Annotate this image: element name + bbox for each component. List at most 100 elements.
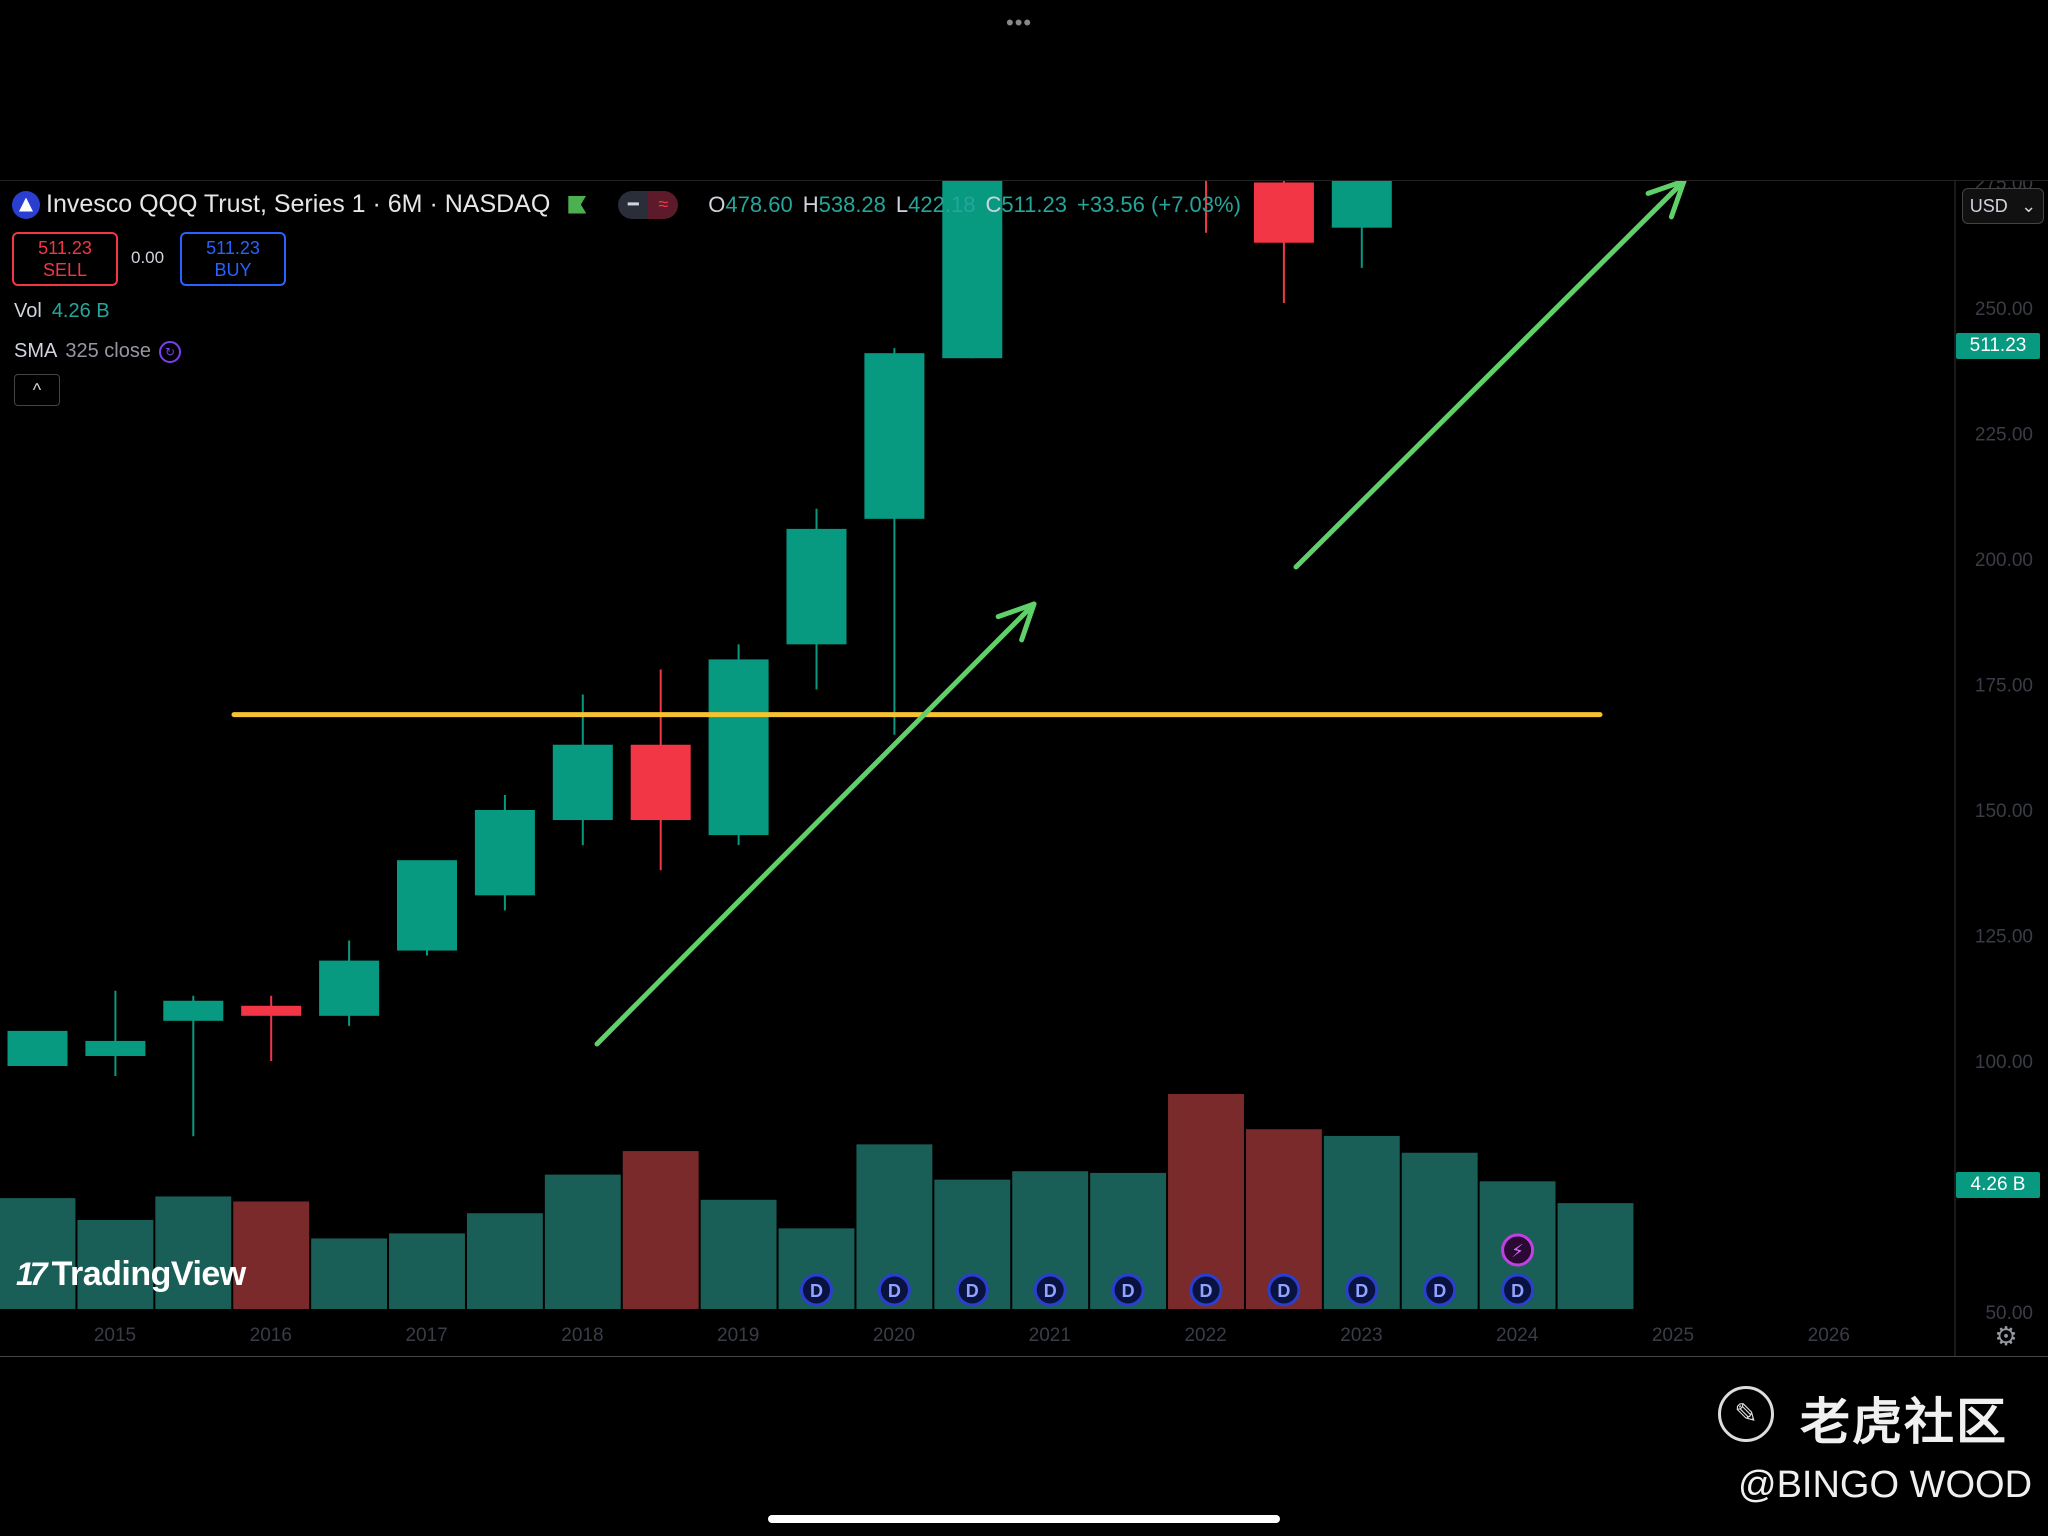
x-tick-label: 2021 bbox=[1029, 1325, 1071, 1346]
dividend-icon bbox=[1501, 1273, 1535, 1307]
y-tick-label: 250.00 bbox=[1975, 299, 2033, 320]
indicator-toggle[interactable]: ━ ≈ bbox=[618, 190, 679, 219]
sma-params: 325 close bbox=[65, 340, 151, 362]
candle bbox=[864, 348, 925, 735]
candle-body bbox=[786, 528, 847, 645]
gear-icon[interactable]: ⚙ bbox=[1994, 1321, 2018, 1351]
volume-bar bbox=[155, 1196, 232, 1309]
candle-body bbox=[864, 353, 925, 519]
currency-label: USD bbox=[1969, 195, 2008, 216]
sma-legend[interactable]: SMA 325 close ↻ bbox=[14, 340, 181, 363]
candle bbox=[630, 669, 691, 871]
window-menu-dots[interactable]: ••• bbox=[1006, 10, 1033, 35]
dividend-label: D bbox=[1511, 1281, 1524, 1301]
tradingview-logo[interactable]: 17 TradingView bbox=[16, 1255, 246, 1294]
candle bbox=[786, 508, 847, 690]
candle-body bbox=[1253, 182, 1314, 243]
x-tick-label: 2015 bbox=[94, 1325, 136, 1346]
candlestick-chart[interactable]: 50.0075.00100.00125.00150.00175.00200.00… bbox=[0, 181, 2048, 1356]
lightning-icon bbox=[1501, 1233, 1535, 1267]
sell-price: 511.23 bbox=[38, 238, 92, 258]
dividend-icon bbox=[1189, 1273, 1223, 1307]
x-tick-label: 2017 bbox=[405, 1325, 447, 1346]
candle-body bbox=[397, 860, 457, 951]
candle bbox=[163, 995, 224, 1137]
wave-icon[interactable]: ≈ bbox=[648, 190, 679, 219]
candle bbox=[1253, 181, 1314, 303]
x-tick-label: 2019 bbox=[717, 1325, 759, 1346]
y-tick-label: 225.00 bbox=[1975, 425, 2033, 446]
tiger-community-logo-icon: ✎ bbox=[1718, 1386, 1774, 1442]
dividend-icon bbox=[1267, 1273, 1301, 1307]
y-tick-label: 100.00 bbox=[1975, 1052, 2033, 1073]
volume-label: Vol bbox=[14, 300, 42, 322]
dividend-label: D bbox=[1122, 1281, 1135, 1301]
sell-label: SELL bbox=[42, 260, 88, 280]
currency-select[interactable]: USD ⌄ bbox=[1962, 188, 2044, 224]
candle bbox=[942, 181, 1003, 359]
dividend-label: D bbox=[966, 1281, 979, 1301]
watermark-author: @BINGO WOOD bbox=[1738, 1464, 2033, 1506]
dividend-icon bbox=[1033, 1273, 1067, 1307]
buy-label: BUY bbox=[214, 260, 252, 280]
volume-legend[interactable]: Vol 4.26 B bbox=[14, 300, 110, 323]
arrow-shaft bbox=[594, 601, 1037, 1047]
hide-icon[interactable]: ━ bbox=[618, 190, 649, 219]
dividend-label: D bbox=[888, 1281, 901, 1301]
ohlc-values: O478.60 H538.28 L422.18 C511.23 +33.56 (… bbox=[708, 191, 1241, 217]
candle bbox=[241, 995, 302, 1061]
home-indicator[interactable] bbox=[768, 1515, 1280, 1523]
volume-price-label: 4.26 B bbox=[1956, 1172, 2040, 1198]
volume-bar bbox=[1557, 1203, 1634, 1309]
volume-bar bbox=[311, 1238, 388, 1309]
dividend-icon bbox=[955, 1273, 989, 1307]
x-tick-label: 2024 bbox=[1496, 1325, 1539, 1346]
volume-bar bbox=[77, 1219, 154, 1309]
x-tick-label: 2018 bbox=[561, 1325, 603, 1346]
buy-button[interactable]: 511.23 BUY bbox=[180, 232, 286, 286]
collapse-legend-button[interactable]: ^ bbox=[14, 374, 60, 406]
flag-icon[interactable] bbox=[568, 195, 587, 214]
candle-body bbox=[708, 659, 769, 836]
volume-bar bbox=[233, 1201, 310, 1309]
last-price-label: 511.23 bbox=[1956, 333, 2040, 359]
symbol-logo-icon bbox=[12, 190, 40, 219]
buy-price: 511.23 bbox=[206, 238, 260, 258]
chart-area[interactable]: 50.0075.00100.00125.00150.00175.00200.00… bbox=[0, 180, 2048, 1357]
x-tick-label: 2026 bbox=[1808, 1325, 1850, 1346]
candle bbox=[7, 1030, 68, 1067]
sma-label: SMA bbox=[14, 340, 58, 362]
x-tick-label: 2023 bbox=[1340, 1325, 1382, 1346]
chevron-down-icon: ⌄ bbox=[2021, 195, 2037, 216]
symbol-title[interactable]: Invesco QQQ Trust, Series 1 · 6M · NASDA… bbox=[46, 190, 551, 218]
x-tick-label: 2020 bbox=[873, 1325, 915, 1346]
dividend-icon bbox=[1423, 1273, 1457, 1307]
volume-value: 4.26 B bbox=[51, 300, 110, 322]
x-tick-label: 2022 bbox=[1184, 1325, 1226, 1346]
arrow-head bbox=[1645, 181, 1687, 220]
watermark-site: 老虎社区 bbox=[1800, 1394, 2008, 1450]
dividend-label: D bbox=[1044, 1281, 1057, 1301]
dividend-label: D bbox=[1200, 1281, 1213, 1301]
dividend-icon bbox=[1345, 1273, 1379, 1307]
symbol-legend[interactable]: Invesco QQQ Trust, Series 1 · 6M · NASDA… bbox=[12, 190, 1241, 219]
sell-button[interactable]: 511.23 SELL bbox=[12, 232, 118, 286]
volume-bar bbox=[466, 1213, 543, 1309]
refresh-icon[interactable]: ↻ bbox=[158, 340, 181, 363]
candle-body bbox=[474, 810, 535, 896]
trend-arrow-1 bbox=[594, 601, 1037, 1047]
arrow-shaft bbox=[1293, 181, 1687, 570]
dividend-label: D bbox=[1433, 1281, 1446, 1301]
candle-body bbox=[85, 1040, 146, 1056]
x-tick-label: 2016 bbox=[250, 1325, 292, 1346]
candle bbox=[474, 794, 535, 911]
dividend-icon bbox=[1111, 1273, 1145, 1307]
candle-body bbox=[1331, 181, 1392, 228]
candle bbox=[397, 860, 457, 956]
dividend-label: D bbox=[1277, 1281, 1290, 1301]
candle-body bbox=[942, 181, 1003, 359]
candle-body bbox=[241, 1005, 302, 1016]
arrow-head bbox=[995, 601, 1037, 643]
volume-bar bbox=[0, 1198, 76, 1309]
tradingview-wordmark: TradingView bbox=[51, 1255, 247, 1293]
